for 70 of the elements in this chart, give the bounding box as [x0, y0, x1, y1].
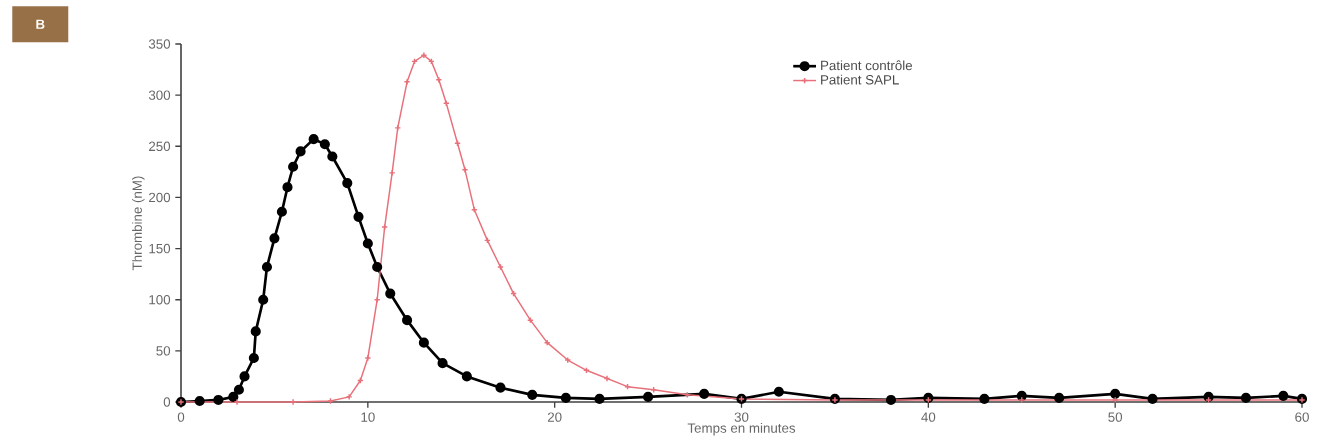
point [261, 261, 273, 273]
point [233, 384, 244, 395]
point [233, 398, 241, 406]
point [308, 134, 319, 145]
legend-label: Patient contrôle [821, 60, 913, 71]
y-tick-label: 250 [149, 141, 171, 151]
point [319, 139, 330, 150]
y-tick-label: 200 [149, 192, 171, 203]
y-tick-label: 150 [149, 243, 171, 254]
point [288, 161, 299, 172]
point [342, 178, 353, 189]
point [269, 233, 280, 244]
point [1147, 393, 1158, 404]
point [213, 394, 224, 406]
x-tick-label: 40 [921, 412, 936, 422]
point [1278, 390, 1289, 401]
x-tick-label: 60 [1295, 412, 1309, 422]
x-tick-label: 0 [177, 412, 185, 422]
point [194, 395, 205, 407]
y-tick-label: 300 [148, 90, 171, 100]
y-axis-title: Thrombine (nM) [132, 176, 145, 271]
point [327, 151, 338, 162]
point [1054, 392, 1065, 403]
point [560, 392, 571, 403]
point [1111, 396, 1119, 404]
point [388, 169, 396, 177]
point [403, 78, 411, 86]
point [979, 393, 990, 404]
x-tick-label: 20 [547, 412, 562, 422]
point [353, 211, 364, 222]
point [418, 337, 429, 348]
point [276, 206, 287, 217]
point [362, 238, 373, 249]
point [527, 389, 538, 400]
point [228, 391, 239, 402]
text: B [36, 19, 45, 29]
point [435, 76, 443, 84]
point [885, 394, 897, 406]
point [364, 354, 372, 362]
point [372, 261, 383, 273]
x-tick-label: 50 [1108, 412, 1123, 422]
point [437, 358, 448, 369]
x-tick-label: 10 [361, 412, 375, 422]
point [1016, 390, 1027, 401]
point [773, 386, 784, 397]
legend-label: Patient SAPL [821, 74, 899, 85]
point [643, 391, 654, 402]
point [699, 388, 710, 399]
x-axis-title: Temps en minutes [687, 423, 796, 436]
point [258, 294, 269, 305]
point [461, 371, 472, 382]
point [402, 315, 413, 326]
x-tick-label: 30 [734, 412, 749, 422]
point [495, 382, 506, 393]
point [282, 182, 293, 193]
point [248, 352, 259, 364]
point [385, 288, 396, 299]
y-tick-label: 350 [148, 39, 171, 49]
y-tick-label: 0 [163, 397, 171, 407]
point [461, 166, 469, 174]
point [345, 393, 353, 401]
point [289, 398, 297, 406]
point [1110, 388, 1121, 399]
point [250, 326, 261, 337]
point [239, 371, 250, 382]
y-tick-label: 50 [156, 346, 171, 356]
y-tick-label: 100 [149, 295, 171, 305]
point [1240, 392, 1252, 403]
point [594, 393, 605, 404]
point [295, 146, 306, 157]
